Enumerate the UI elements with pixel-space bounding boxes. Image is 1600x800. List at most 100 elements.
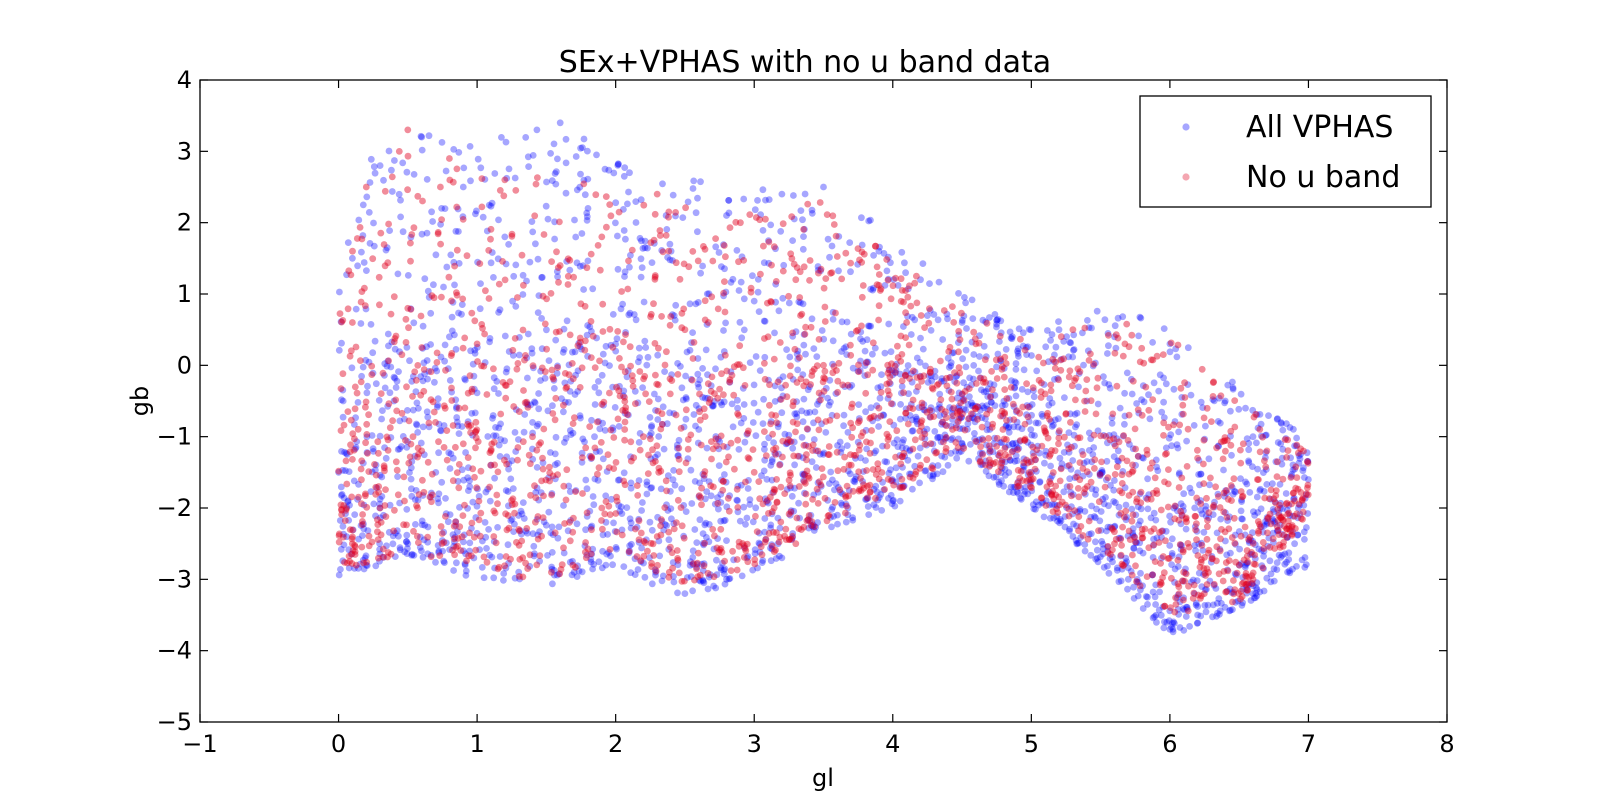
data-point <box>1253 493 1261 501</box>
data-point <box>803 409 811 417</box>
data-point <box>398 351 406 359</box>
data-point <box>399 228 407 236</box>
data-point <box>927 404 935 412</box>
data-point <box>532 240 539 248</box>
data-point <box>699 393 706 401</box>
data-point <box>955 415 963 423</box>
data-point <box>660 526 668 534</box>
data-point <box>1274 527 1281 534</box>
data-point <box>1099 495 1107 503</box>
data-point <box>515 408 523 415</box>
data-point <box>1027 471 1034 478</box>
data-point <box>714 535 721 542</box>
data-point <box>664 472 672 480</box>
data-point <box>403 344 411 351</box>
data-point <box>842 500 850 508</box>
data-point <box>812 523 820 531</box>
data-point <box>524 374 531 382</box>
data-point <box>846 239 854 247</box>
data-point <box>338 448 345 455</box>
data-point <box>1148 459 1156 467</box>
data-point <box>778 409 786 417</box>
data-point <box>1085 517 1093 525</box>
data-point <box>510 403 518 410</box>
data-point <box>1015 445 1023 452</box>
data-point <box>745 427 752 435</box>
data-point <box>582 476 590 484</box>
data-point <box>361 284 368 292</box>
data-point <box>558 561 566 569</box>
data-point <box>490 274 497 281</box>
data-point <box>1181 569 1189 577</box>
data-point <box>761 445 768 453</box>
data-point <box>1205 514 1213 522</box>
data-point <box>980 342 988 350</box>
data-point <box>832 232 840 240</box>
data-point <box>1152 601 1159 608</box>
data-point <box>453 414 461 421</box>
data-point <box>1215 595 1223 602</box>
data-point <box>1093 307 1101 315</box>
data-point <box>382 513 390 520</box>
data-point <box>1089 362 1097 370</box>
data-point <box>964 401 972 408</box>
data-point <box>1277 440 1285 448</box>
data-point <box>683 574 691 581</box>
data-point <box>1108 419 1116 427</box>
data-point <box>1174 591 1182 599</box>
x-tick-label: 6 <box>1162 730 1177 758</box>
data-point <box>926 368 934 376</box>
data-point <box>768 545 776 553</box>
data-point <box>1009 400 1017 408</box>
data-point <box>459 344 467 352</box>
data-point <box>1215 570 1223 578</box>
data-point <box>562 159 570 167</box>
data-point <box>1288 471 1296 478</box>
data-point <box>976 332 983 340</box>
data-point <box>877 388 885 396</box>
data-point <box>787 362 794 370</box>
data-point <box>802 378 810 386</box>
data-point <box>338 505 345 513</box>
data-point <box>521 356 528 364</box>
data-point <box>704 569 712 577</box>
data-point <box>379 545 387 553</box>
data-point <box>734 436 742 444</box>
data-point <box>1139 534 1147 542</box>
data-point <box>1111 442 1119 450</box>
data-point <box>427 341 434 348</box>
data-point <box>704 380 712 388</box>
data-point <box>1081 324 1089 332</box>
data-point <box>368 362 376 370</box>
data-point <box>1015 478 1022 485</box>
data-point <box>768 411 776 419</box>
data-point <box>1118 471 1126 479</box>
data-point <box>767 493 774 501</box>
data-point <box>1101 483 1109 491</box>
data-point <box>820 361 827 369</box>
data-point <box>403 550 411 557</box>
data-point <box>587 555 595 563</box>
data-point <box>773 476 780 483</box>
data-point <box>743 540 751 548</box>
data-point <box>704 585 712 593</box>
data-point <box>1209 613 1216 621</box>
data-point <box>877 285 885 293</box>
data-point <box>699 530 707 537</box>
data-point <box>721 351 729 359</box>
data-point <box>726 378 733 386</box>
data-point <box>757 270 764 278</box>
data-point <box>1074 508 1081 516</box>
data-point <box>606 201 614 209</box>
data-point <box>435 420 443 428</box>
data-point <box>1286 512 1294 519</box>
data-point <box>564 527 572 535</box>
data-point <box>505 348 513 355</box>
data-point <box>431 378 438 386</box>
data-point <box>453 403 460 411</box>
data-point <box>947 388 955 396</box>
data-point <box>454 422 462 430</box>
data-point <box>776 461 783 469</box>
data-point <box>1160 419 1168 427</box>
data-point <box>589 493 597 500</box>
